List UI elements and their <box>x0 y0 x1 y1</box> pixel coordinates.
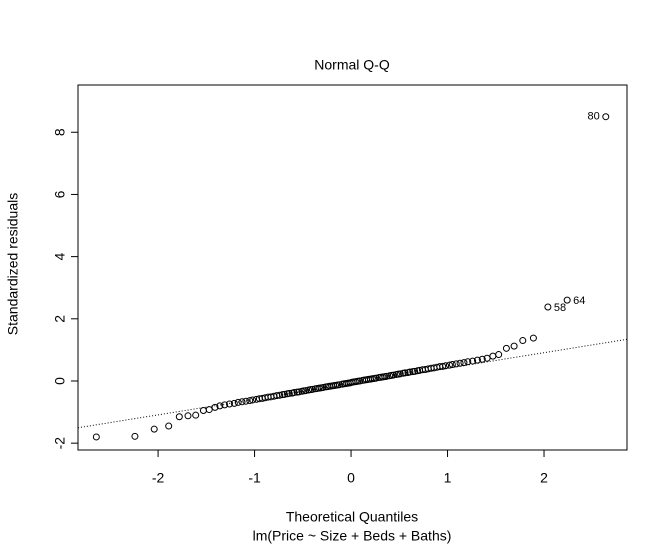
point <box>356 377 364 385</box>
y-tick-label: 6 <box>52 190 68 198</box>
point <box>184 412 192 420</box>
point <box>308 385 316 393</box>
point <box>456 359 464 367</box>
point <box>319 384 327 392</box>
point <box>246 397 254 405</box>
point <box>602 113 610 121</box>
point <box>406 368 414 376</box>
y-tick-label: -2 <box>52 437 68 450</box>
point <box>192 411 200 419</box>
point <box>489 352 497 360</box>
point <box>460 359 468 367</box>
point <box>372 374 380 382</box>
point <box>544 303 552 311</box>
point <box>150 425 158 433</box>
point <box>175 413 183 421</box>
y-axis-label: Standardized residuals <box>5 193 21 335</box>
point-label: 80 <box>588 111 600 123</box>
point <box>495 351 503 359</box>
point <box>242 397 250 405</box>
y-tick-label: 4 <box>52 253 68 261</box>
point <box>411 367 419 375</box>
x-tick-label: -2 <box>152 470 165 486</box>
point <box>290 388 298 396</box>
y-tick-label: 8 <box>52 128 68 136</box>
point-label: 58 <box>554 302 566 314</box>
y-tick-label: 2 <box>52 315 68 323</box>
y-tick-label: 0 <box>52 377 68 385</box>
subtitle: lm(Price ~ Size + Beds + Baths) <box>253 528 452 544</box>
point <box>473 356 481 364</box>
point-label: 64 <box>573 295 585 307</box>
x-tick-label: 1 <box>444 470 452 486</box>
point <box>383 372 391 380</box>
point <box>452 360 460 368</box>
point <box>483 354 491 362</box>
x-tick-label: 0 <box>347 470 355 486</box>
point <box>510 342 518 350</box>
point <box>216 402 224 410</box>
point <box>464 358 472 366</box>
point <box>285 389 293 397</box>
point <box>445 361 453 369</box>
point <box>401 369 409 377</box>
point <box>276 391 284 399</box>
point <box>439 362 447 370</box>
point <box>249 396 257 404</box>
x-tick-label: 2 <box>540 470 548 486</box>
point <box>469 357 477 365</box>
point <box>502 344 510 352</box>
point <box>302 387 310 395</box>
point <box>230 399 238 407</box>
point <box>165 422 173 430</box>
point <box>131 432 139 440</box>
point <box>529 334 537 342</box>
point <box>221 401 229 409</box>
point <box>563 296 571 304</box>
point <box>234 398 242 406</box>
plot-frame <box>77 84 628 451</box>
point <box>390 371 398 379</box>
point <box>448 361 456 369</box>
point <box>442 362 450 370</box>
x-tick-label: -1 <box>248 470 261 486</box>
point <box>199 407 207 415</box>
point <box>211 403 219 411</box>
point <box>519 337 527 345</box>
x-axis-label: Theoretical Quantiles <box>286 509 418 525</box>
point <box>335 381 343 389</box>
point <box>396 370 404 378</box>
point <box>205 406 213 414</box>
point <box>225 400 233 408</box>
point <box>295 388 303 396</box>
point <box>92 433 100 441</box>
point <box>280 390 288 398</box>
point <box>238 398 246 406</box>
point <box>478 355 486 363</box>
chart-title: Normal Q-Q <box>314 57 390 73</box>
